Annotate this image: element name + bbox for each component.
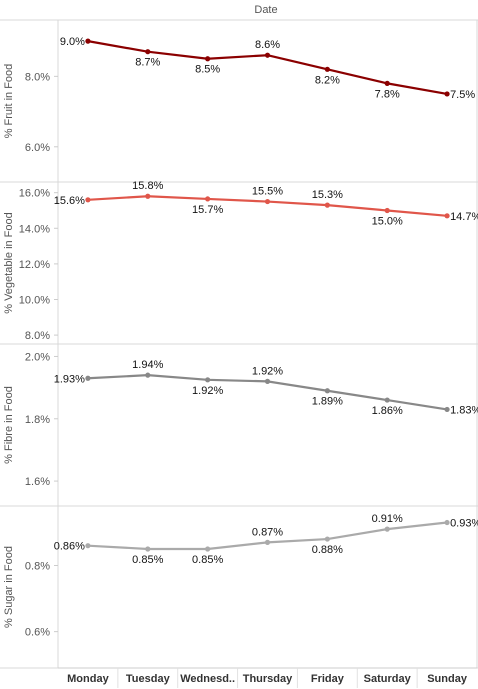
- data-point: [384, 526, 390, 532]
- panel-1: % Fruit in Food 6.0% 8.0% 9.0% 8.7% 8.5% 8.6% 8…: [0, 36, 478, 183]
- y-tick-label: 8.0%: [25, 330, 50, 342]
- data-label: 0.85%: [192, 554, 223, 566]
- data-point: [264, 198, 271, 205]
- y-tick-label: 12.0%: [19, 259, 50, 271]
- data-point: [444, 91, 450, 97]
- x-tick-label: Wednesd..: [180, 673, 235, 685]
- data-label: 1.93%: [54, 373, 85, 385]
- x-tick-label: Thursday: [243, 673, 293, 685]
- y-axis-label: % Fibre in Food: [3, 386, 15, 464]
- data-label: 0.88%: [312, 544, 343, 556]
- data-point: [264, 539, 271, 545]
- data-point: [205, 196, 211, 202]
- data-point: [444, 406, 450, 413]
- data-point: [85, 543, 91, 549]
- data-label: 7.8%: [375, 88, 400, 100]
- x-tick-label: Tuesday: [126, 673, 171, 685]
- data-label: 14.7%: [450, 211, 478, 223]
- data-label: 1.94%: [132, 359, 163, 371]
- data-point: [384, 207, 390, 214]
- data-label: 0.93%: [450, 518, 478, 530]
- data-point: [205, 377, 211, 383]
- data-point: [205, 546, 211, 552]
- data-label: 1.83%: [450, 404, 478, 416]
- x-axis: Monday Tuesday Wednesd.. Thursday Friday Satu…: [58, 667, 477, 688]
- data-label: 15.0%: [372, 215, 403, 227]
- data-point: [264, 52, 271, 58]
- data-label: 0.86%: [54, 541, 85, 553]
- data-label: 8.2%: [315, 74, 340, 86]
- data-label: 15.8%: [132, 180, 163, 192]
- data-label: 1.92%: [252, 365, 283, 377]
- data-label: 8.6%: [255, 39, 280, 51]
- y-tick-label: 1.8%: [25, 414, 50, 426]
- y-tick-label: 1.6%: [25, 476, 50, 488]
- panel-4: % Sugar in Food 0.6% 0.8% 0.86% 0.85% 0.85% 0.…: [0, 513, 478, 669]
- data-point: [324, 202, 330, 208]
- data-point: [85, 197, 91, 203]
- chart-panels: % Fruit in Food 6.0% 8.0% 9.0% 8.7% 8.5% 8.6% 8…: [0, 19, 478, 669]
- data-label: 15.5%: [252, 186, 283, 198]
- data-point: [324, 536, 330, 542]
- data-label: 15.6%: [54, 195, 85, 207]
- data-point: [145, 49, 151, 55]
- data-label: 7.5%: [450, 89, 475, 101]
- x-tick-label: Saturday: [364, 673, 412, 685]
- data-point: [444, 213, 450, 219]
- chart-title: Date: [254, 4, 277, 16]
- data-point: [145, 546, 151, 552]
- data-label: 15.3%: [312, 189, 343, 201]
- data-label: 1.86%: [372, 405, 403, 417]
- data-point: [324, 388, 330, 394]
- data-point: [145, 372, 151, 378]
- data-point: [264, 378, 271, 384]
- y-tick-label: 2.0%: [25, 351, 50, 363]
- y-tick-label: 10.0%: [19, 294, 50, 306]
- data-label: 1.89%: [312, 396, 343, 408]
- data-point: [205, 56, 211, 62]
- data-point: [85, 375, 91, 381]
- data-label: 1.92%: [192, 385, 223, 397]
- data-label: 0.85%: [132, 554, 163, 566]
- data-point: [384, 80, 390, 86]
- y-axis-label: % Vegetable in Food: [3, 212, 15, 314]
- y-axis-label: % Fruit in Food: [3, 64, 15, 139]
- y-tick-label: 14.0%: [19, 223, 50, 235]
- data-point: [324, 66, 330, 72]
- y-tick-label: 6.0%: [25, 142, 50, 154]
- y-tick-label: 0.6%: [25, 627, 50, 639]
- data-point: [444, 519, 450, 526]
- x-tick-label: Friday: [311, 673, 345, 685]
- data-label: 9.0%: [60, 36, 85, 48]
- panel-3: % Fibre in Food 1.6% 1.8% 2.0% 1.93% 1.94% 1.9…: [0, 351, 478, 507]
- y-axis-label: % Sugar in Food: [3, 546, 15, 628]
- x-tick-label: Monday: [67, 673, 109, 685]
- data-label: 15.7%: [192, 204, 223, 216]
- panel-2: % Vegetable in Food 8.0% 10.0% 12.0% 14.0% 16…: [0, 180, 478, 345]
- y-tick-label: 0.8%: [25, 561, 50, 573]
- y-tick-label: 16.0%: [19, 188, 50, 200]
- data-point: [145, 193, 151, 199]
- data-point: [384, 397, 390, 403]
- data-label: 0.91%: [372, 513, 403, 525]
- data-point: [85, 38, 91, 44]
- x-tick-label: Sunday: [427, 673, 468, 685]
- data-label: 8.5%: [195, 64, 220, 76]
- data-label: 0.87%: [252, 526, 283, 538]
- y-tick-label: 8.0%: [25, 71, 50, 83]
- data-label: 8.7%: [135, 57, 160, 69]
